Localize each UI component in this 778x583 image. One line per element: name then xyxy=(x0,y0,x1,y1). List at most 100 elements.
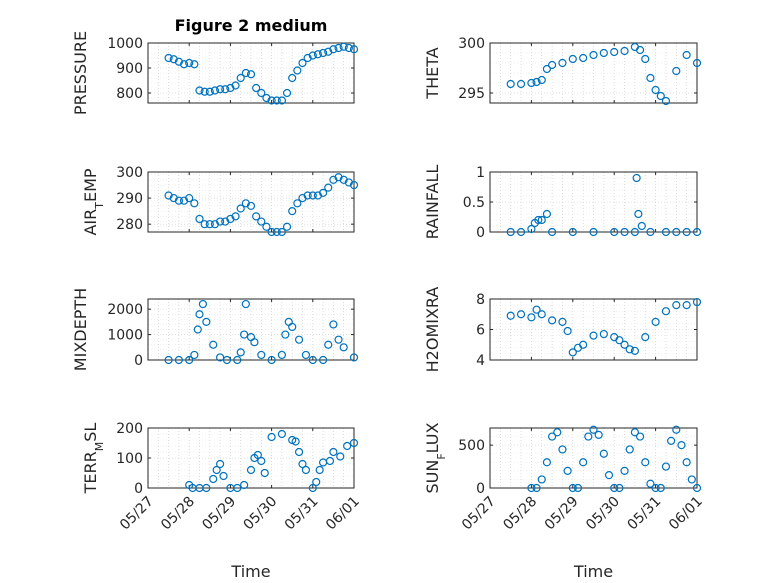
data-point xyxy=(185,193,194,203)
data-point xyxy=(516,79,526,89)
subplot-rainfall: 0 0.5 1 RAINFALL xyxy=(423,165,702,241)
data-point xyxy=(202,317,211,326)
data-point xyxy=(677,441,686,450)
data-point xyxy=(563,326,572,336)
data-point xyxy=(267,96,276,105)
y-axis-label: RAINFALL xyxy=(423,165,442,240)
x-axis-label: Time xyxy=(573,562,613,581)
y-axis-label-subscript: F xyxy=(435,453,448,459)
data-point xyxy=(558,445,567,454)
data-point xyxy=(250,338,259,347)
axes-box xyxy=(147,298,355,361)
y-tick-label: 300 xyxy=(116,165,143,181)
y-axis-label: H2OMIXRA xyxy=(423,287,442,373)
data-point xyxy=(233,355,242,365)
data-point xyxy=(339,42,348,51)
data-point xyxy=(288,73,297,83)
data-point xyxy=(174,57,183,66)
data-point xyxy=(558,58,567,68)
data-point xyxy=(281,330,290,339)
data-point xyxy=(277,429,286,439)
data-point xyxy=(672,227,681,237)
data-point xyxy=(584,432,593,441)
data-point xyxy=(231,81,240,90)
data-point xyxy=(246,70,256,79)
data-point xyxy=(589,50,598,60)
y-axis-label: PRESSURE xyxy=(71,31,90,115)
data-point xyxy=(291,437,300,446)
data-point xyxy=(334,43,343,53)
y-tick-label: 0 xyxy=(134,353,143,369)
data-point xyxy=(625,345,634,354)
data-point xyxy=(308,191,317,200)
data-point xyxy=(594,430,603,439)
y-tick-label: 1000 xyxy=(107,36,143,52)
data-point xyxy=(169,55,178,64)
data-point xyxy=(630,227,640,237)
data-point xyxy=(547,432,557,441)
data-point xyxy=(293,199,302,208)
data-point xyxy=(319,48,328,58)
data-point xyxy=(216,85,225,94)
data-point xyxy=(568,54,577,64)
data-point xyxy=(262,93,271,103)
data-point xyxy=(236,73,245,83)
y-tick-label: 200 xyxy=(116,421,143,437)
data-point xyxy=(527,313,536,322)
data-point xyxy=(190,60,199,69)
data-point xyxy=(646,479,655,488)
data-point xyxy=(692,297,702,307)
data-point xyxy=(315,465,324,475)
axes-box xyxy=(489,42,698,104)
x-axis-label: Time xyxy=(230,562,270,581)
data-point xyxy=(610,227,619,237)
data-point xyxy=(236,348,245,357)
y-tick-label: 1 xyxy=(476,165,485,181)
data-point xyxy=(202,483,211,493)
data-point xyxy=(209,340,218,349)
data-point xyxy=(246,465,256,475)
data-point xyxy=(547,227,557,237)
axes-box xyxy=(147,42,355,104)
y-axis-label: MIXDEPTH xyxy=(71,288,90,371)
data-point xyxy=(537,75,546,85)
data-point xyxy=(260,468,269,478)
data-point xyxy=(288,207,297,216)
data-point xyxy=(329,447,338,457)
data-point xyxy=(589,425,598,434)
data-point xyxy=(615,483,624,493)
data-point xyxy=(682,50,691,60)
data-point xyxy=(641,333,650,342)
data-point xyxy=(185,355,194,365)
data-point xyxy=(324,183,333,192)
y-axis-label-main: RAINFALL xyxy=(423,165,442,240)
y-axis-label-subscript: M xyxy=(93,442,106,452)
data-point xyxy=(344,43,353,53)
data-point xyxy=(222,355,232,365)
data-point xyxy=(532,483,541,493)
data-point xyxy=(185,58,194,68)
y-axis-label-tail: SL xyxy=(81,423,100,442)
y-tick-label: 0 xyxy=(134,481,143,497)
y-tick-label: 0.5 xyxy=(463,195,485,211)
data-point xyxy=(349,353,359,362)
data-point xyxy=(661,227,671,237)
y-axis-label: SUNFLUX xyxy=(423,422,448,493)
data-point xyxy=(240,480,249,490)
data-point xyxy=(319,188,328,197)
data-point xyxy=(313,50,323,59)
subplot-h2omixra: 4 6 8 H2OMIXRA xyxy=(423,287,702,373)
y-axis-label-main: MIXDEPTH xyxy=(71,288,90,371)
data-point xyxy=(641,458,650,467)
data-point xyxy=(325,456,335,466)
data-point xyxy=(216,459,225,469)
data-point xyxy=(267,227,276,237)
data-point xyxy=(610,47,619,57)
data-point xyxy=(272,96,281,105)
data-point xyxy=(257,88,266,98)
data-point xyxy=(298,459,307,469)
data-point xyxy=(308,483,317,493)
data-point xyxy=(272,227,281,237)
data-point xyxy=(672,301,681,310)
data-point xyxy=(253,450,262,460)
